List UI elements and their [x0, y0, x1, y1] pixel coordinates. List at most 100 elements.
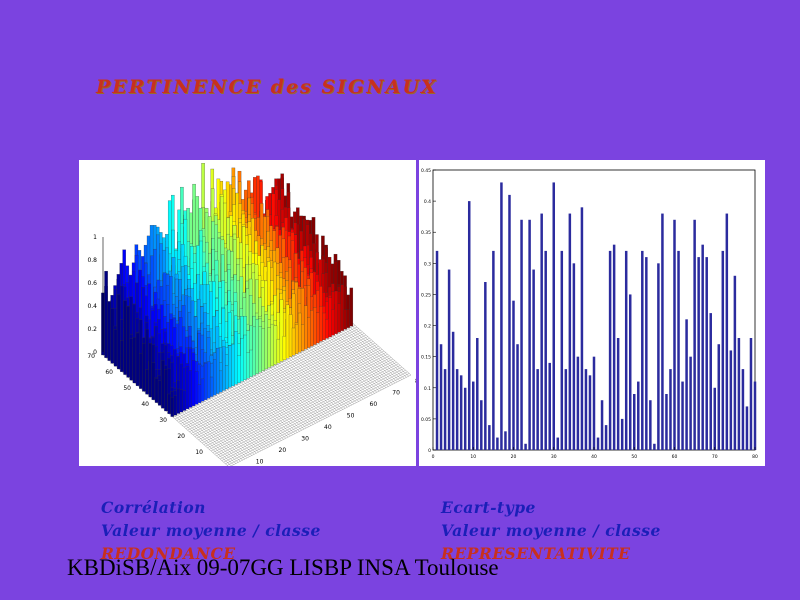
caption-std-dev: Ecart-type [441, 498, 536, 517]
bar-3d [331, 309, 335, 336]
right-axis-tick-label: 60 [370, 401, 378, 408]
bar [568, 213, 572, 450]
bar-3d [246, 352, 250, 379]
bar [616, 338, 620, 450]
bar [467, 201, 471, 450]
caption-redundancy: REDONDANCE [101, 544, 236, 563]
x-tick-label: 20 [511, 454, 517, 460]
bar-3d [116, 294, 121, 370]
y-tick-label: 0.05 [421, 417, 431, 423]
bar-3d [185, 366, 190, 410]
bar-3d [151, 362, 156, 400]
bar-3d [228, 345, 232, 388]
bar-3d [148, 343, 153, 398]
bar [536, 369, 539, 450]
bar-3d [282, 335, 287, 361]
bar-3d [194, 370, 199, 405]
right-axis-tick-label: 50 [347, 413, 355, 420]
bar [612, 244, 616, 450]
bar [552, 182, 555, 450]
y-tick-label: 0.15 [421, 355, 431, 361]
bar [677, 250, 680, 450]
bar [689, 356, 692, 450]
bar-3d [104, 270, 108, 358]
bar [580, 207, 584, 450]
z-tick-label: 0.2 [87, 326, 97, 333]
bar-3d [188, 370, 193, 408]
bar [709, 313, 712, 450]
bar-3d [135, 332, 140, 386]
bar-3d [297, 312, 302, 353]
left-axis-tick-label: 50 [123, 385, 131, 392]
bar-3d [123, 300, 127, 375]
x-tick-label: 10 [470, 454, 476, 460]
bar [701, 244, 704, 450]
bar [548, 362, 551, 450]
bar [472, 381, 475, 450]
right-axis-tick-label: 80 [415, 378, 416, 385]
z-tick-label: 0 [93, 349, 97, 356]
bar [681, 381, 684, 450]
bar-3d [219, 370, 223, 393]
bar-3d [164, 369, 168, 412]
bar [451, 331, 455, 450]
bar-3d [285, 304, 290, 359]
caption-representativity: REPRESENTATIVITE [441, 544, 631, 563]
bar-3d [307, 317, 311, 348]
correlation-caption: Corrélation Valeur moyenne / classe REDO… [101, 496, 321, 565]
bar [637, 381, 640, 450]
std-dev-bar-chart: 0 0.05 0.1 0.15 0.2 0.25 0.3 0.35 0.4 0.45 0 10 20 30… [419, 160, 765, 466]
bar-3d [110, 308, 115, 364]
bar-3d [337, 303, 341, 333]
bar-3d [349, 287, 354, 327]
left-axis-tick-label: 30 [159, 417, 167, 424]
x-tick-label: 50 [631, 454, 637, 460]
slide-title: PERTINENCE des SIGNAUX [96, 76, 438, 98]
bar-3d [113, 329, 118, 367]
x-tick-label: 40 [591, 454, 597, 460]
right-axis-tick-label: 20 [279, 447, 287, 454]
bar [705, 257, 708, 450]
bar [556, 437, 560, 450]
correlation-3d-bar-chart: 0 0.2 0.4 0.6 0.8 1 10 20 30 40 50 60 70 10 20 30 40 50 60… [79, 160, 423, 468]
right-axis-tick-label: 30 [301, 436, 309, 443]
bar [447, 269, 451, 450]
bar [443, 369, 447, 450]
bar-3d [157, 380, 162, 406]
bar-3d [243, 334, 247, 380]
bar-3d [316, 312, 320, 344]
bar [484, 282, 487, 450]
bar-3d [252, 326, 256, 376]
bar-3d [126, 306, 130, 378]
bar-3d [209, 376, 214, 397]
bar-3d [216, 347, 220, 394]
bar-3d [264, 314, 269, 370]
bar [592, 356, 596, 450]
left-axis-tick-label: 40 [141, 401, 149, 408]
bar [476, 338, 479, 450]
bar [608, 250, 612, 450]
bar-3d [343, 309, 347, 330]
bar [749, 338, 753, 450]
bar-3d [273, 325, 278, 365]
bar-3d [176, 388, 181, 414]
x-tick-label: 60 [672, 454, 678, 460]
bar [528, 219, 531, 450]
bar-3d [279, 299, 284, 362]
bar-3d [161, 360, 165, 409]
bar [721, 250, 725, 450]
bar-3d [142, 343, 146, 392]
bar [435, 250, 439, 450]
bar-3d [197, 384, 202, 403]
bar-3d [258, 326, 263, 373]
bar [504, 431, 507, 450]
bar [600, 400, 604, 450]
bar-3d [334, 290, 338, 334]
bar [520, 219, 523, 450]
bar [624, 250, 628, 450]
bar-3d [291, 327, 296, 356]
bar [512, 300, 515, 450]
bar-3d [328, 297, 332, 338]
y-tick-label: 0.25 [421, 292, 431, 298]
bar-3d [319, 305, 323, 342]
